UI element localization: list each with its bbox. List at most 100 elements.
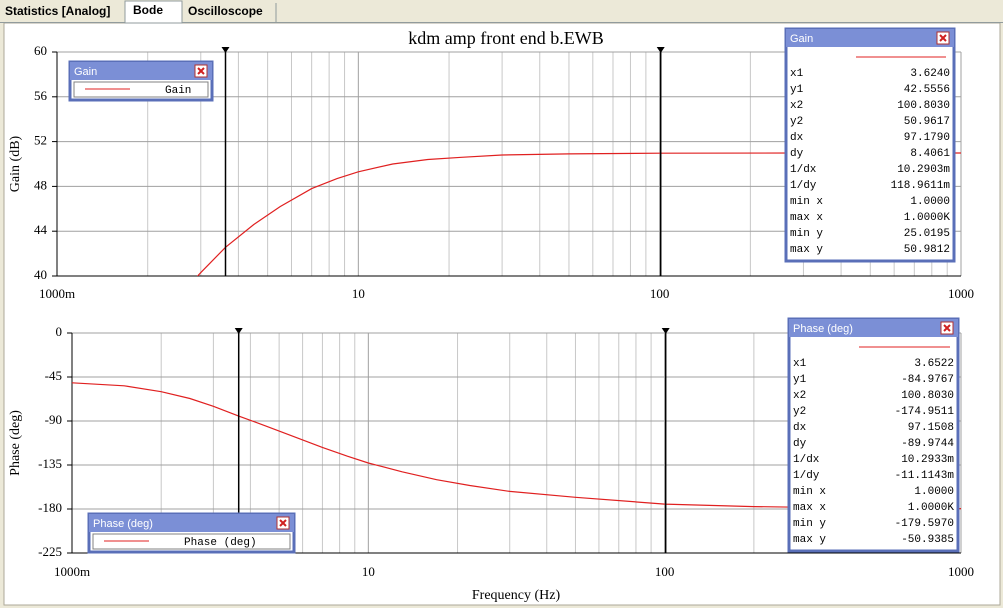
row-label: 1/dy [790, 180, 817, 192]
panel-titlebar [789, 319, 958, 337]
legend-entry: Phase (deg) [184, 537, 257, 549]
y-tick-label: -135 [38, 456, 62, 471]
tab[interactable]: Statistics [Analog] [5, 4, 110, 18]
x-tick-label: 100 [655, 564, 675, 579]
legend-entry: Gain [165, 85, 191, 97]
row-label: y1 [790, 84, 804, 96]
row-label: max y [793, 534, 826, 546]
row-label: x2 [790, 100, 803, 112]
legend-box [73, 81, 209, 98]
row-value: 1.0000K [904, 212, 951, 224]
row-value: 118.9611m [891, 180, 951, 192]
cursor-handle [221, 47, 230, 53]
row-label: min y [790, 228, 823, 240]
y-axis-label: Gain (dB) [8, 135, 23, 192]
x-tick-label: 100 [650, 286, 670, 301]
y-tick-label: 40 [34, 267, 47, 282]
y-tick-label: -225 [38, 544, 62, 559]
row-value: 1.0000 [914, 486, 954, 498]
row-value: 8.4061 [910, 148, 950, 160]
row-label: y1 [793, 374, 807, 386]
y-tick-label: 48 [34, 177, 47, 192]
panel-frame [784, 27, 956, 263]
curve [72, 382, 961, 510]
close-icon [939, 34, 947, 42]
row-label: dx [790, 132, 804, 144]
row-label: dy [793, 438, 807, 450]
y-tick-label: -90 [45, 412, 62, 427]
cursor-handle [234, 328, 243, 334]
y-tick-label: 44 [34, 222, 48, 237]
row-label: y2 [793, 406, 806, 418]
row-label: min x [790, 196, 823, 208]
row-value: 10.2933m [901, 454, 954, 466]
x-tick-label: 10 [352, 286, 365, 301]
x-tick-label: 1000 [948, 564, 974, 579]
curve [196, 152, 961, 276]
row-value: 100.8030 [901, 390, 954, 402]
y-tick-label: 0 [56, 324, 63, 339]
row-value: 97.1790 [904, 132, 950, 144]
row-value: -179.5970 [895, 518, 954, 530]
title: kdm amp front end b.EWB [408, 28, 603, 48]
row-label: x1 [790, 68, 804, 80]
active-tab[interactable] [124, 0, 183, 24]
y-tick-label: 52 [34, 133, 47, 148]
x-tick-label: 1000m [39, 286, 75, 301]
row-value: -11.1143m [895, 470, 955, 482]
row-value: 25.0195 [904, 228, 950, 240]
row-value: -84.9767 [901, 374, 954, 386]
panel-title: Phase (deg) [793, 323, 853, 335]
close-icon [279, 519, 287, 527]
panel-titlebar [89, 514, 294, 532]
row-label: y2 [790, 116, 803, 128]
row-label: min y [793, 518, 826, 530]
row-label: dx [793, 422, 807, 434]
row-value: 1.0000 [910, 196, 950, 208]
panel-titlebar [70, 62, 212, 80]
row-label: 1/dy [793, 470, 820, 482]
row-value: 42.5556 [904, 84, 950, 96]
y-tick-label: -180 [38, 500, 62, 515]
y-tick-label: 56 [34, 88, 48, 103]
row-value: 3.6240 [910, 68, 950, 80]
cursor-handle [661, 328, 670, 334]
row-value: 1.0000K [908, 502, 955, 514]
row-value: 3.6522 [914, 358, 954, 370]
row-value: 50.9812 [904, 244, 950, 256]
x-tick-label: 10 [362, 564, 375, 579]
panel-title: Gain [74, 66, 97, 78]
y-axis-label: Phase (deg) [8, 410, 23, 476]
row-label: max x [793, 502, 826, 514]
row-label: x2 [793, 390, 806, 402]
row-value: 50.9617 [904, 116, 950, 128]
panel-titlebar [786, 29, 954, 47]
panel-title: Phase (deg) [93, 518, 153, 530]
cursor-handle [656, 47, 665, 53]
y-tick-label: -45 [45, 368, 62, 383]
close-icon [943, 324, 951, 332]
tab[interactable]: Bode [133, 3, 163, 17]
row-value: 10.2903m [897, 164, 950, 176]
y-tick-label: 60 [34, 43, 47, 58]
row-value: 100.8030 [897, 100, 950, 112]
panel-title: Gain [790, 33, 813, 45]
row-label: x1 [793, 358, 807, 370]
row-label: max y [790, 244, 823, 256]
panel-frame [787, 317, 960, 553]
x-tick-label: 1000 [948, 286, 974, 301]
row-value: 97.1508 [908, 422, 954, 434]
x-tick-label: 1000m [54, 564, 90, 579]
row-label: max x [790, 212, 823, 224]
close-icon [197, 67, 205, 75]
row-label: 1/dx [790, 164, 817, 176]
row-label: dy [790, 148, 804, 160]
tab[interactable]: Oscilloscope [188, 4, 263, 18]
row-label: 1/dx [793, 454, 820, 466]
row-value: -174.9511 [895, 406, 955, 418]
row-value: -89.9744 [901, 438, 954, 450]
x-axis-label: Frequency (Hz) [472, 588, 561, 603]
legend-box [92, 533, 291, 550]
row-label: min x [793, 486, 826, 498]
